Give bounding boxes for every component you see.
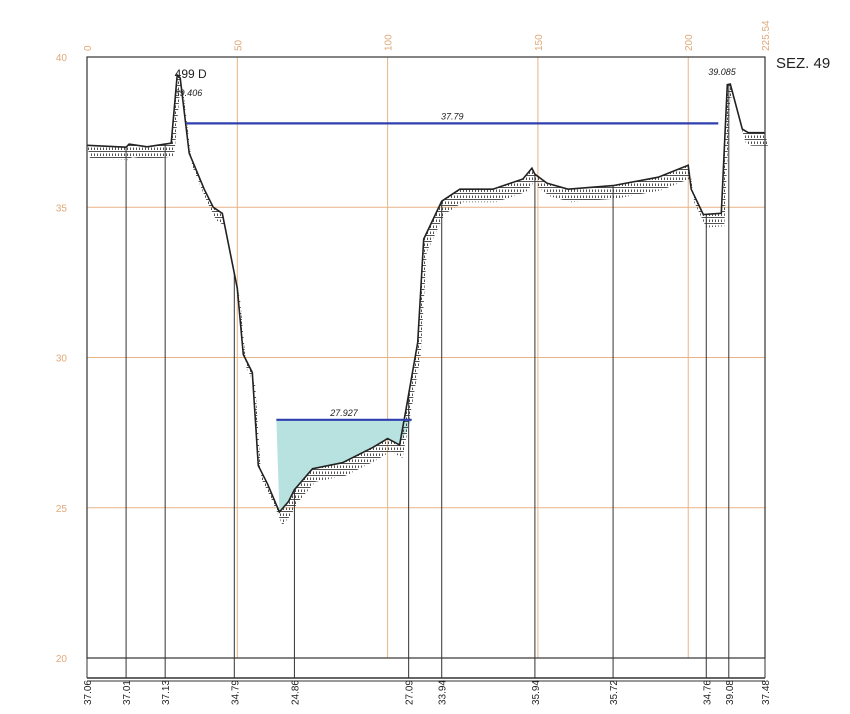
plot-frame [86, 56, 766, 659]
x-tick-label: 100 [384, 34, 395, 51]
station-lines [86, 84, 766, 678]
terrain-hatch [87, 75, 768, 525]
station-elevation-label: 35.72 [609, 680, 620, 705]
station-elevation-label: 33.94 [438, 680, 449, 705]
annotation-label: 499 D [175, 67, 207, 81]
water-fill [276, 419, 412, 512]
y-tick-label: 40 [56, 53, 68, 64]
frame [86, 56, 766, 682]
x-tick-label: 0 [83, 45, 94, 51]
y-tick-label: 30 [56, 354, 68, 365]
y-tick-label: 35 [56, 203, 68, 214]
station-elevation-label: 37.01 [122, 680, 133, 705]
y-tick-label: 25 [56, 504, 68, 515]
ground-profile [86, 73, 765, 514]
station-elevation-label: 34.79 [230, 680, 241, 705]
x-tick-label: 225.54 [761, 20, 772, 51]
station-elevation-label: 37.06 [83, 680, 94, 705]
ground-profile-line [86, 73, 765, 514]
annotation-label: 39.406 [175, 88, 203, 98]
x-tick-label: 150 [534, 34, 545, 51]
water-level-label: 27.927 [329, 408, 359, 418]
station-elevation-label: 39.08 [725, 680, 736, 705]
water-level-label: 37.79 [441, 111, 464, 121]
station-elevation-label: 34.76 [702, 680, 713, 705]
grid [87, 57, 765, 658]
water-levels [186, 122, 719, 421]
station-elevation-label: 35.94 [531, 680, 542, 705]
annotation-label: 39.085 [708, 67, 737, 77]
station-elevation-label: 37.13 [161, 680, 172, 705]
y-tick-label: 20 [56, 654, 68, 665]
x-tick-label: 200 [684, 34, 695, 51]
labels: 0 50 100 150 200 225.54 40 35 30 25 20 37.06 37.01 37… [56, 20, 772, 705]
station-elevation-label: 24.86 [290, 680, 301, 705]
x-tick-label: 50 [233, 39, 244, 51]
station-elevation-label: 37.48 [761, 680, 772, 705]
water-area [276, 419, 412, 512]
terrain-band [87, 75, 768, 525]
station-elevation-label: 27.09 [405, 680, 416, 705]
section-label: SEZ. 49 [776, 55, 830, 72]
